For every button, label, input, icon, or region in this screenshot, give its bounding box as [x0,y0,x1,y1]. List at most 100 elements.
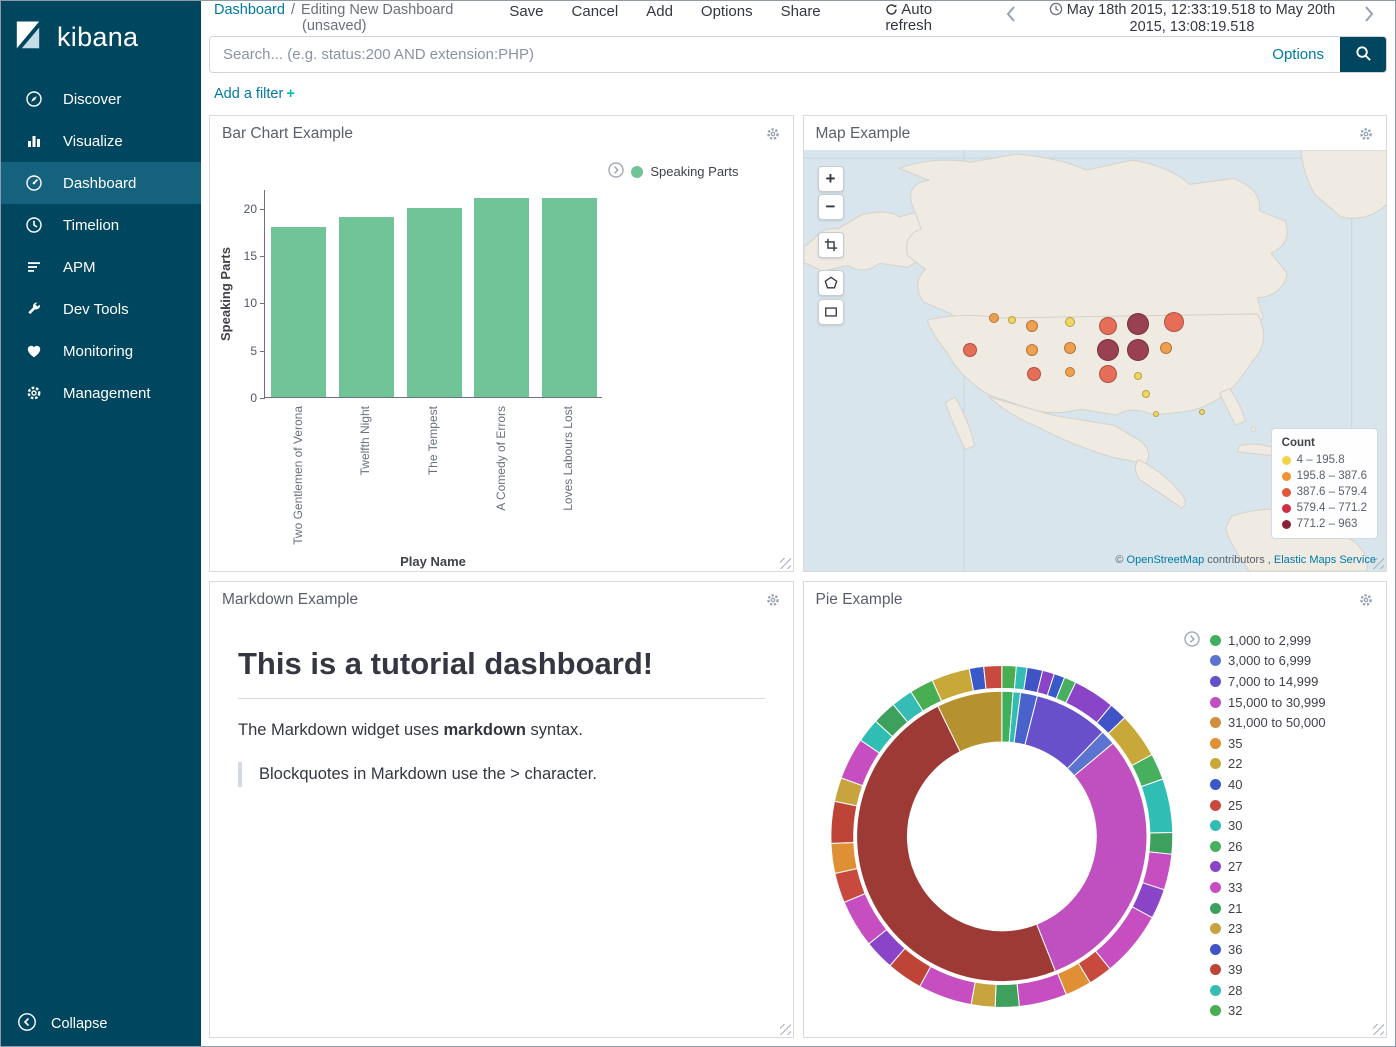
sidebar-collapse-button[interactable]: Collapse [17,1012,107,1036]
pie-slice-outer[interactable] [982,664,1002,690]
menu-add-button[interactable]: Add [646,3,673,20]
map-marker[interactable] [1096,339,1119,361]
series-legend-label[interactable]: Speaking Parts [650,164,739,179]
map-marker[interactable] [1026,367,1041,381]
sidebar-item-visualize[interactable]: Visualize [1,120,201,162]
pie-legend-item[interactable]: 15,000 to 30,999 [1210,692,1374,713]
pie-legend-item[interactable]: 39 [1210,960,1374,981]
map-canvas[interactable]: + − [803,150,1386,571]
map-marker[interactable] [1064,367,1075,377]
pie-legend-item[interactable]: 28 [1210,980,1374,1001]
map-marker[interactable] [1141,390,1150,398]
map-marker[interactable] [1198,409,1205,415]
legend-toggle-icon[interactable] [1184,631,1200,647]
pie-legend-item[interactable]: 33 [1210,877,1374,898]
sidebar-item-management[interactable]: Management [1,372,201,414]
breadcrumb-dashboard-link[interactable]: Dashboard [214,2,285,18]
pie-slice-outer[interactable] [829,841,858,875]
map-marker[interactable] [1098,317,1117,335]
pie-legend-item[interactable]: 25 [1210,795,1374,816]
elastic-maps-service-link[interactable]: Elastic Maps Service [1273,554,1376,566]
sidebar-item-timelion[interactable]: Timelion [1,204,201,246]
map-marker[interactable] [1126,313,1149,335]
crop-tool-button[interactable] [817,232,844,258]
time-range-picker[interactable]: May 18th 2015, 12:33:19.518 to May 20th … [1029,2,1355,35]
search-input[interactable] [210,37,1273,72]
panel-resize-handle[interactable] [779,1024,791,1035]
bar-two-gentlemen-of-verona[interactable] [271,226,327,397]
legend-label: 7,000 to 14,999 [1228,673,1319,689]
sidebar-item-dev-tools[interactable]: Dev Tools [1,288,201,330]
add-filter-link[interactable]: Add a filter + [214,86,295,102]
polygon-tool-button[interactable] [817,270,844,296]
pie-slice-outer[interactable] [1000,664,1017,690]
menu-options-button[interactable]: Options [700,3,753,20]
pie-legend-item[interactable]: 3,000 to 6,999 [1210,651,1374,672]
search-options-link[interactable]: Options [1272,46,1324,63]
pie-slice-outer[interactable] [1148,831,1173,855]
pie-slice-inner[interactable] [936,690,1002,753]
menu-save-button[interactable]: Save [509,3,544,20]
panel-bar-gear-icon[interactable] [765,126,781,142]
panel-pie-gear-icon[interactable] [1358,592,1374,608]
panel-resize-handle[interactable] [1373,558,1384,569]
map-marker[interactable] [1152,411,1159,417]
pie-legend-item[interactable]: 26 [1210,836,1374,857]
map-marker[interactable] [962,343,977,357]
search-button[interactable] [1340,37,1386,72]
legend-toggle-icon[interactable] [608,162,624,181]
pie-legend-item[interactable]: 22 [1210,754,1374,775]
panel-resize-handle[interactable] [1373,1024,1384,1035]
kibana-logo[interactable]: kibana [1,1,201,72]
pie-legend-item[interactable]: 30 [1210,815,1374,836]
pie-slice-inner[interactable] [1035,742,1147,972]
legend-color-dot [1210,675,1221,687]
zoom-in-button[interactable]: + [817,166,844,192]
pie-legend-item[interactable]: 23 [1210,918,1374,939]
bar-the-tempest[interactable] [406,207,462,397]
menu-share-button[interactable]: Share [780,3,821,20]
map-marker[interactable] [988,313,999,323]
map-marker[interactable] [1063,342,1076,354]
menu-cancel-button[interactable]: Cancel [571,3,619,20]
bar-loves-labours-lost[interactable] [541,198,597,397]
openstreetmap-link[interactable]: OpenStreetMap [1126,554,1205,566]
bar-twelfth-night[interactable] [338,217,394,397]
pie-legend-item[interactable]: 1,000 to 2,999 [1210,630,1374,651]
legend-color-dot [1210,964,1221,976]
pie-legend-item[interactable]: 21 [1210,898,1374,919]
sidebar-item-apm[interactable]: APM [1,246,201,288]
pie-slice-outer[interactable] [829,800,857,844]
rectangle-tool-button[interactable] [817,299,844,325]
pie-slice-inner[interactable] [855,705,1056,983]
pie-legend-item[interactable]: 32 [1210,1001,1374,1022]
panel-map-gear-icon[interactable] [1358,126,1374,142]
time-forward-button[interactable] [1361,2,1381,26]
map-marker[interactable] [1098,365,1117,383]
sidebar-item-monitoring[interactable]: Monitoring [1,330,201,372]
pie-legend-item[interactable]: 7,000 to 14,999 [1210,671,1374,692]
auto-refresh-button[interactable]: Auto refresh [863,2,955,34]
panel-resize-handle[interactable] [779,558,791,569]
clock-icon [1049,2,1063,16]
panel-markdown-gear-icon[interactable] [765,592,781,608]
map-marker[interactable] [1133,372,1142,380]
sidebar-item-dashboard[interactable]: Dashboard [1,162,201,204]
map-marker[interactable] [1159,342,1172,354]
bar-a-comedy-of-errors[interactable] [474,198,530,397]
map-marker[interactable] [1163,312,1184,332]
map-marker[interactable] [1126,339,1149,361]
pie-legend-item[interactable]: 31,000 to 50,000 [1210,712,1374,733]
map-marker[interactable] [1025,344,1038,356]
pie-legend-item[interactable]: 27 [1210,857,1374,878]
zoom-out-button[interactable]: − [817,194,844,220]
map-marker[interactable] [1025,320,1038,332]
pie-legend-item[interactable]: 36 [1210,939,1374,960]
pie-slice-outer[interactable] [994,983,1020,1008]
map-marker[interactable] [1007,316,1016,324]
pie-legend-item[interactable]: 40 [1210,774,1374,795]
map-marker[interactable] [1064,317,1075,327]
sidebar-item-discover[interactable]: Discover [1,78,201,120]
time-back-button[interactable] [1003,2,1023,26]
pie-legend-item[interactable]: 35 [1210,733,1374,754]
